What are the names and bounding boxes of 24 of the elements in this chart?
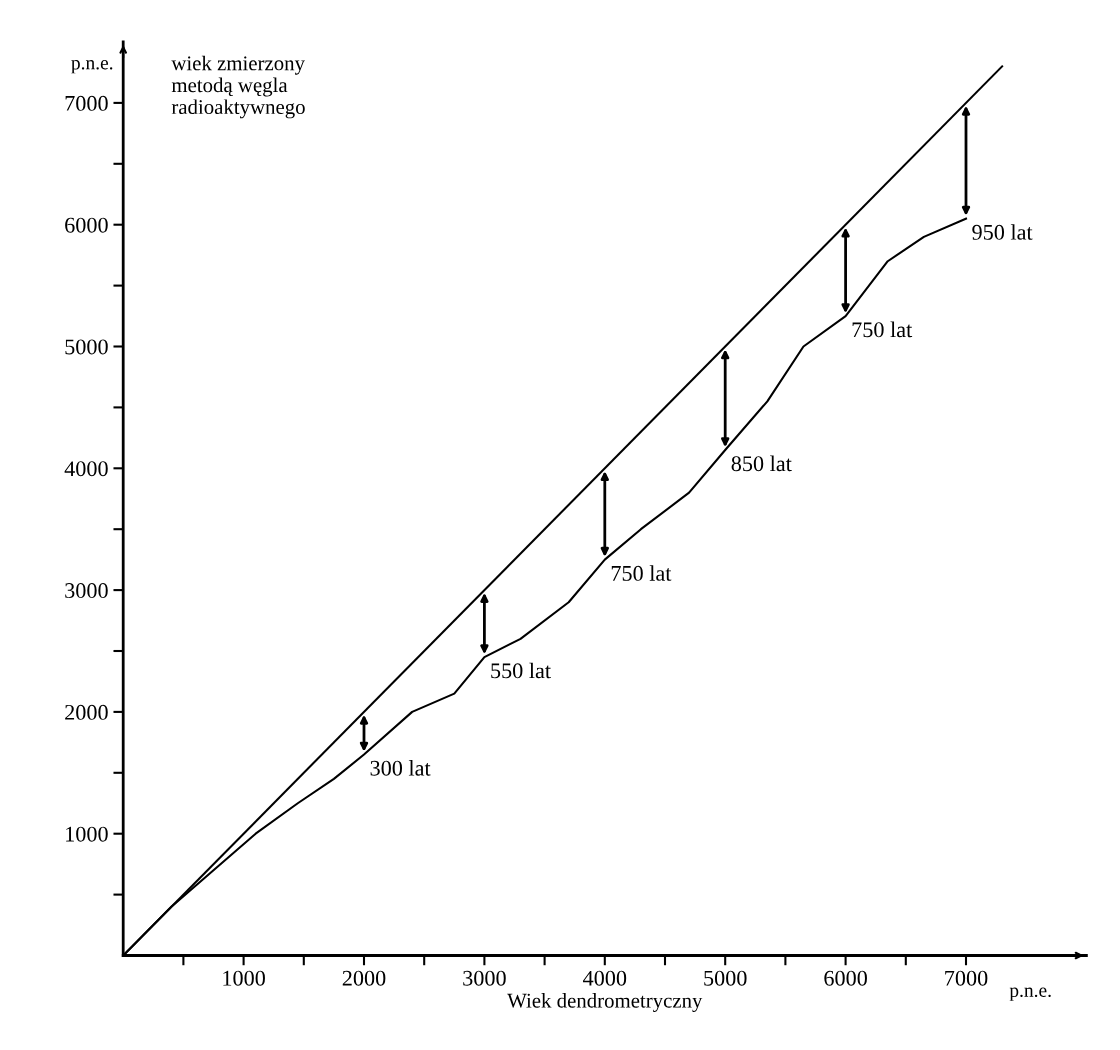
y-tick-label: 7000 <box>65 95 108 111</box>
x-tick-label: 3000 <box>463 970 506 986</box>
x-tick-label: 7000 <box>945 970 988 986</box>
y-tick-label: 3000 <box>65 583 108 599</box>
annotation: 300 lat <box>370 760 431 776</box>
annotation: 750 lat <box>611 565 672 581</box>
x-tick-label: 4000 <box>583 970 627 986</box>
y-axis-title: wiek zmierzony metodą węgla radioaktywnego <box>171 55 305 119</box>
x-tick-label: 6000 <box>824 970 867 986</box>
y-tick-label: 6000 <box>65 217 108 233</box>
y-tick-label: 1000 <box>66 826 108 842</box>
y-tick-label: 4000 <box>64 461 108 477</box>
annotation: 750 lat <box>852 321 913 338</box>
text: p.n.e. <box>71 60 113 74</box>
annotation: 850 lat <box>731 455 792 472</box>
x-tick-label: 1000 <box>223 970 265 986</box>
annotation: 950 lat <box>972 224 1033 240</box>
annotation: 550 lat <box>491 662 551 679</box>
x-tick-label: 2000 <box>342 970 386 986</box>
text: p.n.e. <box>1009 987 1051 1001</box>
y-tick-label: 5000 <box>65 339 108 355</box>
x-axis-title: Wiek dendrometryczny <box>507 993 703 1012</box>
x-tick-label: 5000 <box>704 970 747 986</box>
y-tick-label: 2000 <box>65 704 108 720</box>
